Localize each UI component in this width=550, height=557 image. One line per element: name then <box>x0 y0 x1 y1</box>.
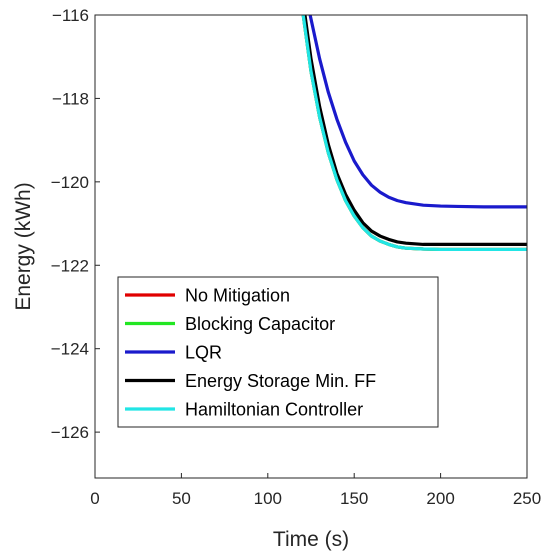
plot-frame <box>94 14 528 479</box>
x-axis-label: Time (s) <box>273 528 349 551</box>
y-tick-label: −116 <box>52 6 89 25</box>
legend-label-blocking-capacitor: Blocking Capacitor <box>185 314 335 334</box>
x-tick-label: 50 <box>172 489 191 508</box>
tick-layer: 0 50 100 150 200 250 −116 −118 −120 −122 −124 −126 <box>51 6 541 508</box>
legend-label-energy-storage-min-ff: Energy Storage Min. FF <box>185 371 376 391</box>
series-line-hamiltonian-controller <box>301 15 527 252</box>
x-tick-label: 150 <box>340 489 368 508</box>
y-tick-label: −126 <box>51 423 89 442</box>
y-tick-label: −120 <box>51 173 89 192</box>
legend-label-lqr: LQR <box>185 343 222 363</box>
legend-label-hamiltonian-controller: Hamiltonian Controller <box>185 400 363 420</box>
series-line-energy-storage-min-ff <box>303 15 527 247</box>
x-tick-label: 200 <box>426 489 454 508</box>
y-tick-label: −122 <box>51 256 89 275</box>
series-layer <box>301 15 527 252</box>
series-line-lqr <box>308 15 527 209</box>
y-tick-label: −118 <box>52 89 89 108</box>
legend-label-no-mitigation: No Mitigation <box>185 286 290 306</box>
x-tick-label: 100 <box>254 489 282 508</box>
x-tick-label: 0 <box>90 489 99 508</box>
x-tick-label: 250 <box>513 489 541 508</box>
y-axis-label: Energy (kWh) <box>12 182 35 310</box>
y-tick-label: −124 <box>51 340 89 359</box>
legend: No Mitigation Blocking Capacitor LQR Energy… <box>117 276 439 428</box>
